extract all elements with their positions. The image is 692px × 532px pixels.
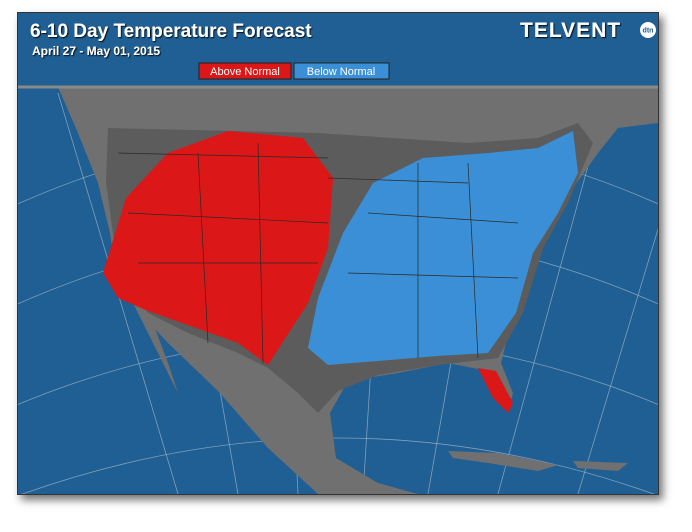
legend-swatch [293,62,390,80]
title: 6-10 Day Temperature Forecast [30,21,312,42]
logo-badge-text: dtn [643,28,654,35]
above-normal-area [103,131,333,365]
baja [133,303,178,393]
map-frame: 6-10 Day Temperature Forecast April 27 -… [0,12,679,504]
logo-badge [640,22,656,38]
legend-label: Below Normal [307,66,375,78]
map: 6-10 Day Temperature Forecast April 27 -… [0,13,679,504]
logo: TELVENT [520,19,621,42]
subtitle: April 27 - May 01, 2015 [32,44,160,58]
islands [448,451,628,471]
legend-swatch [198,62,292,80]
below-normal-area [308,131,578,365]
above-normal-area [478,368,513,413]
legend-label: Above Normal [210,66,280,78]
